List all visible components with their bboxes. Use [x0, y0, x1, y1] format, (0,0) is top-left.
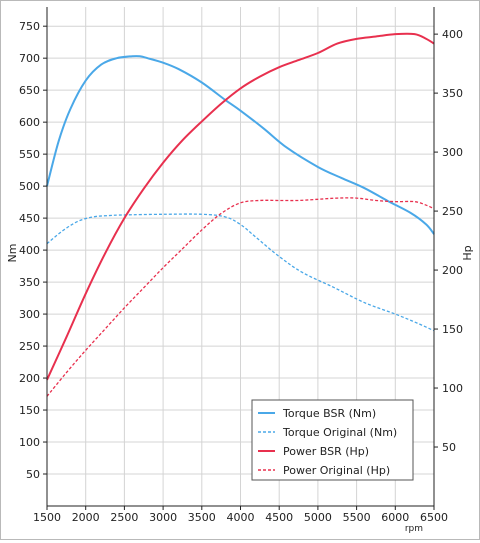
y-tick-label-left: 450 — [19, 212, 40, 225]
y-tick-label-left: 250 — [19, 340, 40, 353]
x-tick-label: 2500 — [110, 511, 138, 524]
legend-label-torque-original-nm: Torque Original (Nm) — [282, 426, 397, 439]
x-tick-label: 4500 — [265, 511, 293, 524]
y-tick-label-left: 500 — [19, 180, 40, 193]
legend-label-power-original-hp: Power Original (Hp) — [283, 464, 390, 477]
y-tick-label-right: 200 — [442, 264, 463, 277]
y-tick-label-right: 300 — [442, 146, 463, 159]
series-line-torque-original-nm — [46, 213, 435, 332]
y-tick-label-left: 750 — [19, 20, 40, 33]
grid — [47, 7, 434, 506]
y-tick-label-left: 650 — [19, 84, 40, 97]
series-line-power-bsr-hp — [46, 32, 435, 381]
y-tick-label-right: 150 — [442, 323, 463, 336]
x-axis-label: rpm — [405, 524, 423, 534]
legend-box — [251, 399, 414, 481]
x-tick-label: 1500 — [33, 511, 61, 524]
series-line-power-original-hp — [46, 197, 435, 397]
y-tick-label-right: 250 — [442, 205, 463, 218]
x-tick-label: 5000 — [304, 511, 332, 524]
x-tick-label: 3500 — [188, 511, 216, 524]
y-tick-label-left: 150 — [19, 404, 40, 417]
x-tick-label: 2000 — [72, 511, 100, 524]
series-line-torque-bsr-nm — [46, 55, 435, 235]
y-tick-label-left: 400 — [19, 244, 40, 257]
y-tick-label-left: 50 — [26, 468, 40, 481]
y-axis-left-label: Nm — [6, 244, 19, 263]
y-tick-label-right: 400 — [442, 28, 463, 41]
x-tick-label: 6500 — [420, 511, 448, 524]
y-tick-label-right: 350 — [442, 87, 463, 100]
series-layer — [46, 32, 435, 397]
y-tick-label-left: 600 — [19, 116, 40, 129]
y-axis-right-label: Hp — [461, 245, 474, 260]
legend-label-torque-bsr-nm: Torque BSR (Nm) — [282, 407, 376, 420]
x-tick-label: 5500 — [343, 511, 371, 524]
y-tick-label-right: 100 — [442, 382, 463, 395]
y-tick-label-right: 50 — [442, 441, 456, 454]
x-tick-label: 6000 — [381, 511, 409, 524]
legend-label-power-bsr-hp: Power BSR (Hp) — [283, 445, 369, 458]
y-tick-label-left: 200 — [19, 372, 40, 385]
y-tick-label-left: 550 — [19, 148, 40, 161]
tick-labels: 50 100 150 200 250 300 350 400 450 500 550 600 650 70… — [19, 20, 463, 524]
y-tick-label-left: 700 — [19, 52, 40, 65]
x-tick-label: 4000 — [227, 511, 255, 524]
y-tick-label-left: 350 — [19, 276, 40, 289]
x-tick-label: 3000 — [149, 511, 177, 524]
legend: Torque BSR (Nm) Torque Original (Nm) Power… — [251, 399, 414, 481]
y-tick-label-left: 300 — [19, 308, 40, 321]
y-tick-label-left: 100 — [19, 436, 40, 449]
